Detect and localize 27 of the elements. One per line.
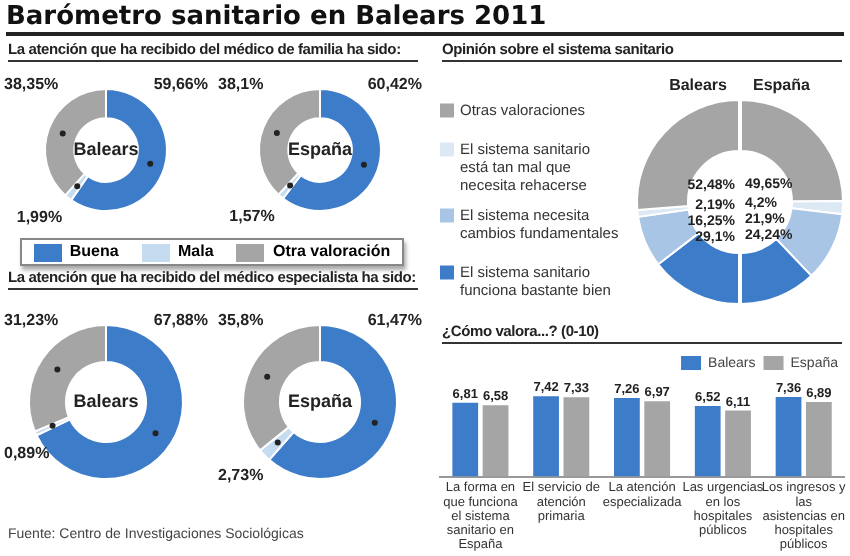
data-label: 59,66%	[153, 75, 208, 94]
data-label: 1,99%	[16, 208, 63, 227]
chart-title: Barómetro sanitario en Balears 2011	[6, 2, 844, 36]
data-label: 61,47%	[367, 311, 422, 330]
text: España	[287, 138, 354, 159]
data-label: 35,8%	[218, 311, 264, 330]
bar	[452, 402, 479, 477]
text: Balears	[73, 138, 139, 159]
data-label: 67,88%	[153, 311, 208, 330]
bar	[614, 398, 640, 477]
bar	[694, 406, 721, 477]
data-label: 0,89%	[3, 443, 50, 462]
chart-subtitle: Balears	[669, 76, 729, 95]
bar	[775, 396, 802, 477]
data-label: 2,73%	[217, 465, 264, 484]
bar	[533, 396, 559, 477]
data-label: 38,35%	[4, 75, 59, 94]
legend-label: Mala	[177, 242, 214, 261]
data-label: 38,1%	[218, 75, 264, 94]
data-label: 60,42%	[367, 75, 422, 94]
data-label: 1,57%	[229, 207, 275, 226]
text: Balears	[73, 390, 139, 411]
legend-label: Buena	[69, 242, 119, 261]
text: España	[287, 390, 354, 411]
legend-label: Otra valoración	[272, 242, 391, 261]
data-label: 31,23%	[4, 311, 59, 330]
chart-subtitle: España	[753, 76, 812, 95]
